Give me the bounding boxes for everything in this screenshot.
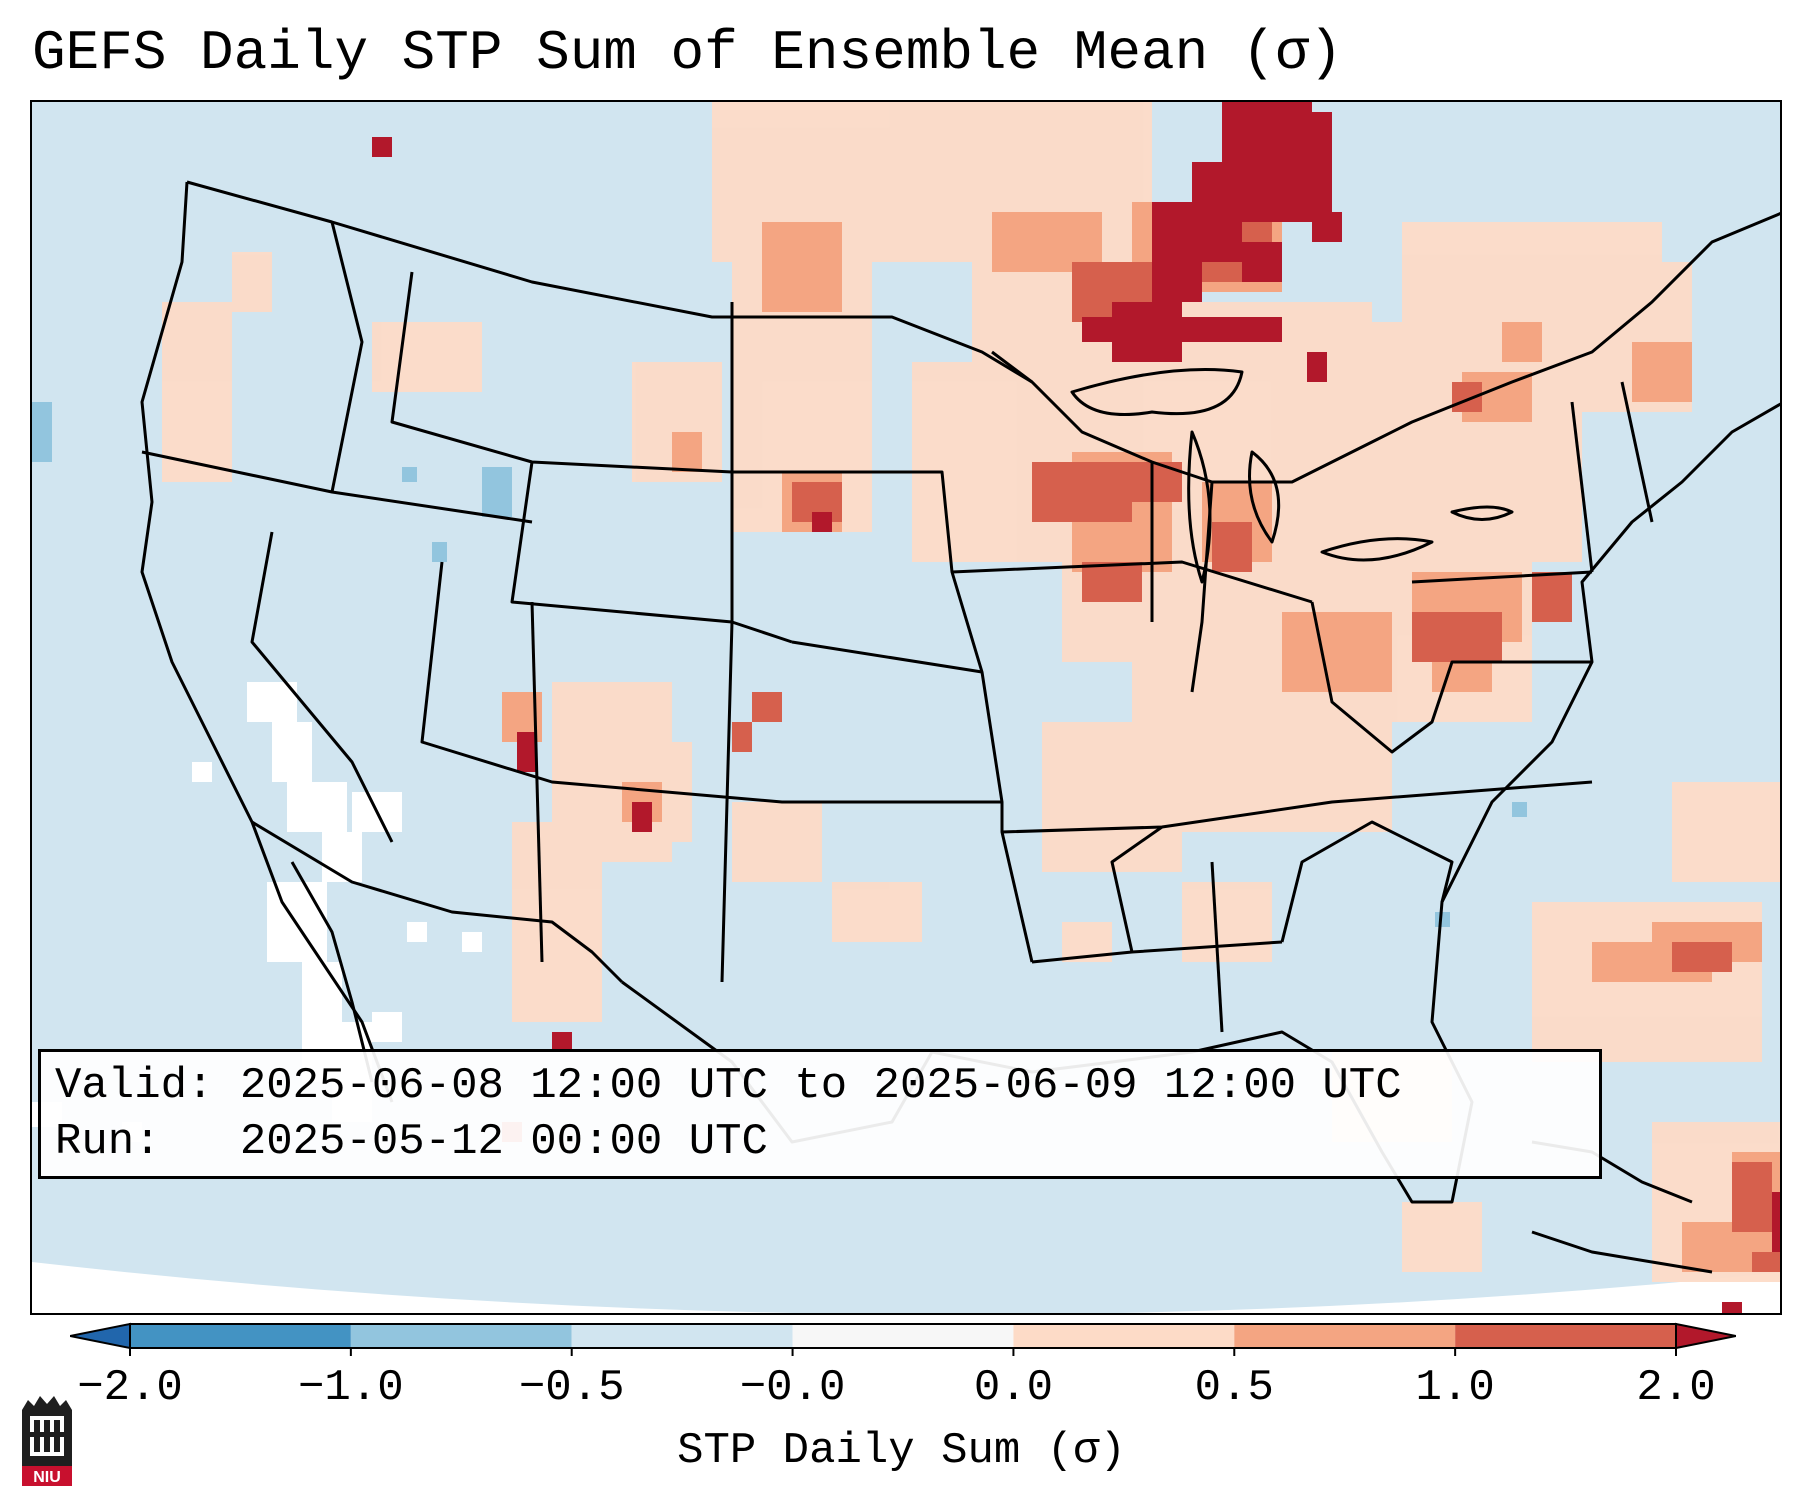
anomaly-level-above-2 (372, 102, 1780, 1313)
colorbar-tick-label: 0.5 (1194, 1363, 1274, 1413)
colorbar-bin (792, 1324, 1014, 1348)
logo-text: NIU (33, 1469, 61, 1486)
colorbar-extend-max (1675, 1322, 1736, 1350)
colorbar-tick-label: 1.0 (1415, 1363, 1495, 1413)
chart-title: GEFS Daily STP Sum of Ensemble Mean (σ) (32, 21, 1343, 85)
negative-anomaly-cells (32, 402, 1527, 927)
colorbar-tick-label: 2.0 (1636, 1363, 1716, 1413)
colorbar-tick-label: −0.0 (739, 1363, 846, 1413)
colorbar-tick-label: −1.0 (298, 1363, 404, 1413)
colorbar-bin (1234, 1324, 1456, 1348)
colorbar-extend-min (70, 1322, 131, 1350)
colorbar-tick-label: −2.0 (77, 1363, 183, 1413)
colorbar-bin (350, 1324, 572, 1348)
colorbar-bin (1013, 1324, 1235, 1348)
niu-logo: NIU (22, 1396, 72, 1486)
colorbar-tick-label: 0.0 (973, 1363, 1054, 1413)
colorbar-tick-label: −0.5 (518, 1363, 625, 1413)
colorbar-bin (130, 1324, 351, 1348)
political-borders (140, 180, 1780, 1274)
colorbar-outline (129, 1323, 1677, 1349)
colorbar-title: STP Daily Sum (σ) (677, 1426, 1126, 1476)
valid-time-text: Valid: 2025-06-08 12:00 UTC to 2025-06-0… (55, 1061, 1402, 1111)
colorbar-bin (1455, 1324, 1676, 1348)
run-time-text: Run: 2025-05-12 00:00 UTC (55, 1117, 768, 1167)
colorbar-bin (571, 1324, 793, 1348)
valid-run-info-box: Valid: 2025-06-08 12:00 UTC to 2025-06-0… (38, 1049, 1602, 1179)
colorbar (70, 1322, 1736, 1356)
